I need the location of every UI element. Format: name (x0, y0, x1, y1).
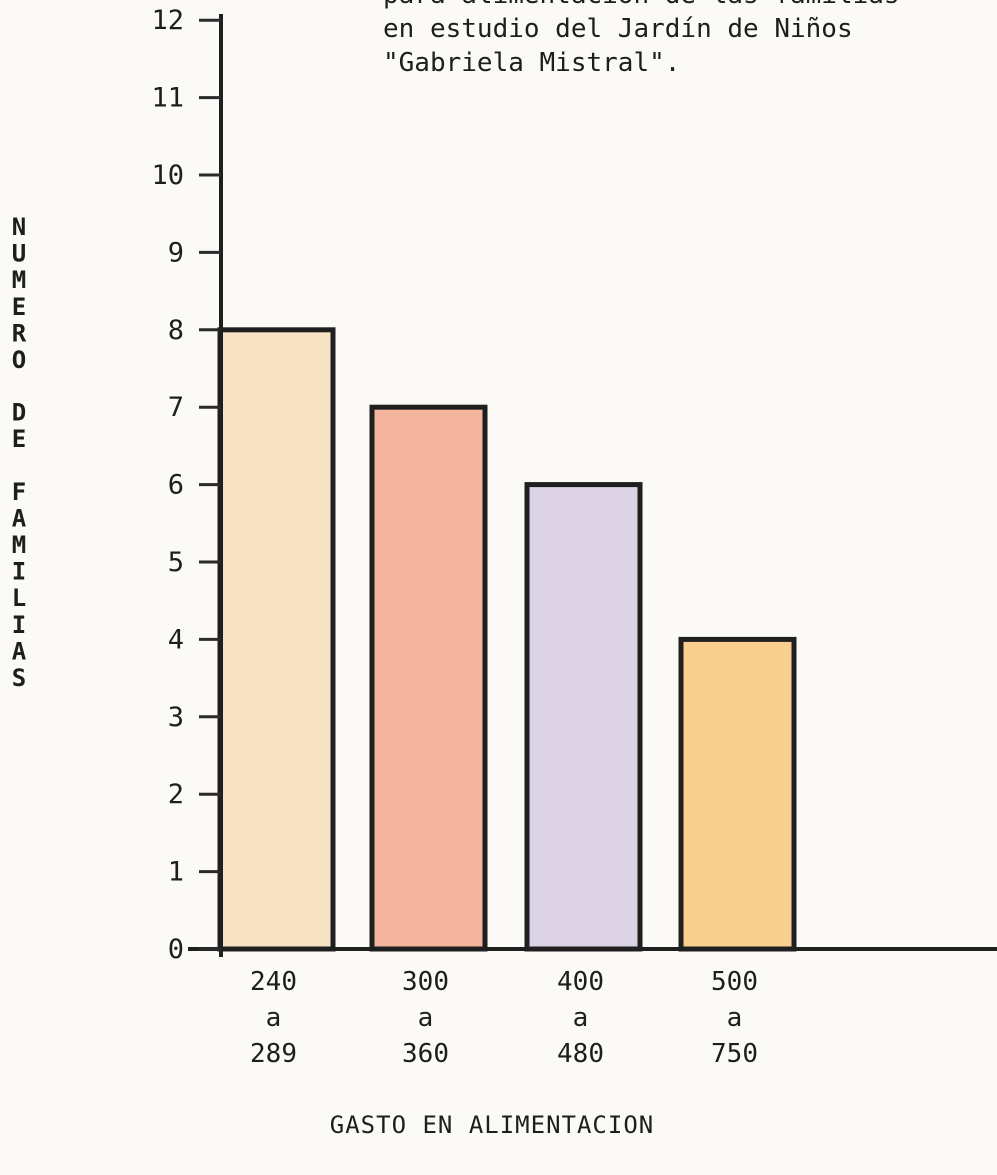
y-tick-label: 4 (168, 624, 184, 655)
x-category-label: a (266, 1003, 282, 1033)
x-category-label: 240 (250, 967, 297, 997)
y-axis-label-letter: R (12, 319, 27, 347)
y-axis-label-letter: U (12, 240, 26, 268)
bar-500-750 (678, 636, 797, 952)
y-tick-label: 9 (168, 237, 184, 268)
x-category-label: 750 (711, 1039, 758, 1069)
chart-title-line: en estudio del Jardín de Niños (383, 14, 853, 44)
bar-400-480 (524, 482, 643, 952)
y-axis-label-letter: M (12, 531, 26, 559)
y-tick-label: 2 (168, 779, 184, 810)
y-axis-label-letter: O (12, 346, 26, 374)
y-axis-label-letter: M (12, 266, 26, 294)
x-category-label: a (418, 1003, 434, 1033)
y-tick-label: 3 (168, 702, 184, 733)
chart-title-line: "Gabriela Mistral". (383, 48, 680, 78)
y-tick-label: 1 (168, 857, 184, 888)
x-axis-label: GASTO EN ALIMENTACION (330, 1111, 654, 1139)
bar-300-360 (369, 404, 488, 952)
x-category-label: 289 (250, 1039, 297, 1069)
bar-240-289 (217, 327, 336, 952)
x-category-label: a (727, 1003, 743, 1033)
y-axis-label-letter: A (12, 637, 27, 665)
bars (217, 327, 797, 952)
chart-title: para alimentación de las familias en estu… (383, 0, 900, 78)
y-axis-label-letter: I (12, 611, 26, 639)
y-axis-label-letter: S (12, 664, 26, 692)
y-axis-label-letter: I (12, 558, 26, 586)
y-axis-label-letter: D (12, 399, 26, 427)
y-tick-label: 0 (168, 934, 184, 965)
y-tick-label: 10 (151, 160, 184, 191)
x-category-label: 400 (557, 967, 604, 997)
y-axis-label-letter: A (12, 504, 27, 532)
y-tick-label: 5 (168, 547, 184, 578)
x-category-label: 480 (557, 1039, 604, 1069)
y-tick-label: 7 (168, 392, 184, 423)
y-tick-label: 6 (168, 470, 184, 501)
y-axis-label-letter: N (12, 213, 26, 241)
chart-title-line: para alimentación de las familias (383, 0, 900, 10)
x-category-label: a (573, 1003, 589, 1033)
y-tick-label: 8 (168, 315, 184, 346)
y-axis-label-letter: E (12, 293, 26, 321)
y-tick-label: 11 (151, 83, 184, 114)
x-category-label: 360 (402, 1039, 449, 1069)
x-category-label: 300 (402, 967, 449, 997)
y-tick-label: 12 (151, 5, 184, 36)
x-category-label: 500 (711, 967, 758, 997)
x-axis-categories: 240 a 289 300 a 360 400 a 480 500 a 750 (250, 967, 758, 1069)
y-axis-label-letter: E (12, 425, 26, 453)
y-axis-label-letter: F (12, 478, 26, 506)
y-axis-label-letter: L (12, 584, 26, 612)
